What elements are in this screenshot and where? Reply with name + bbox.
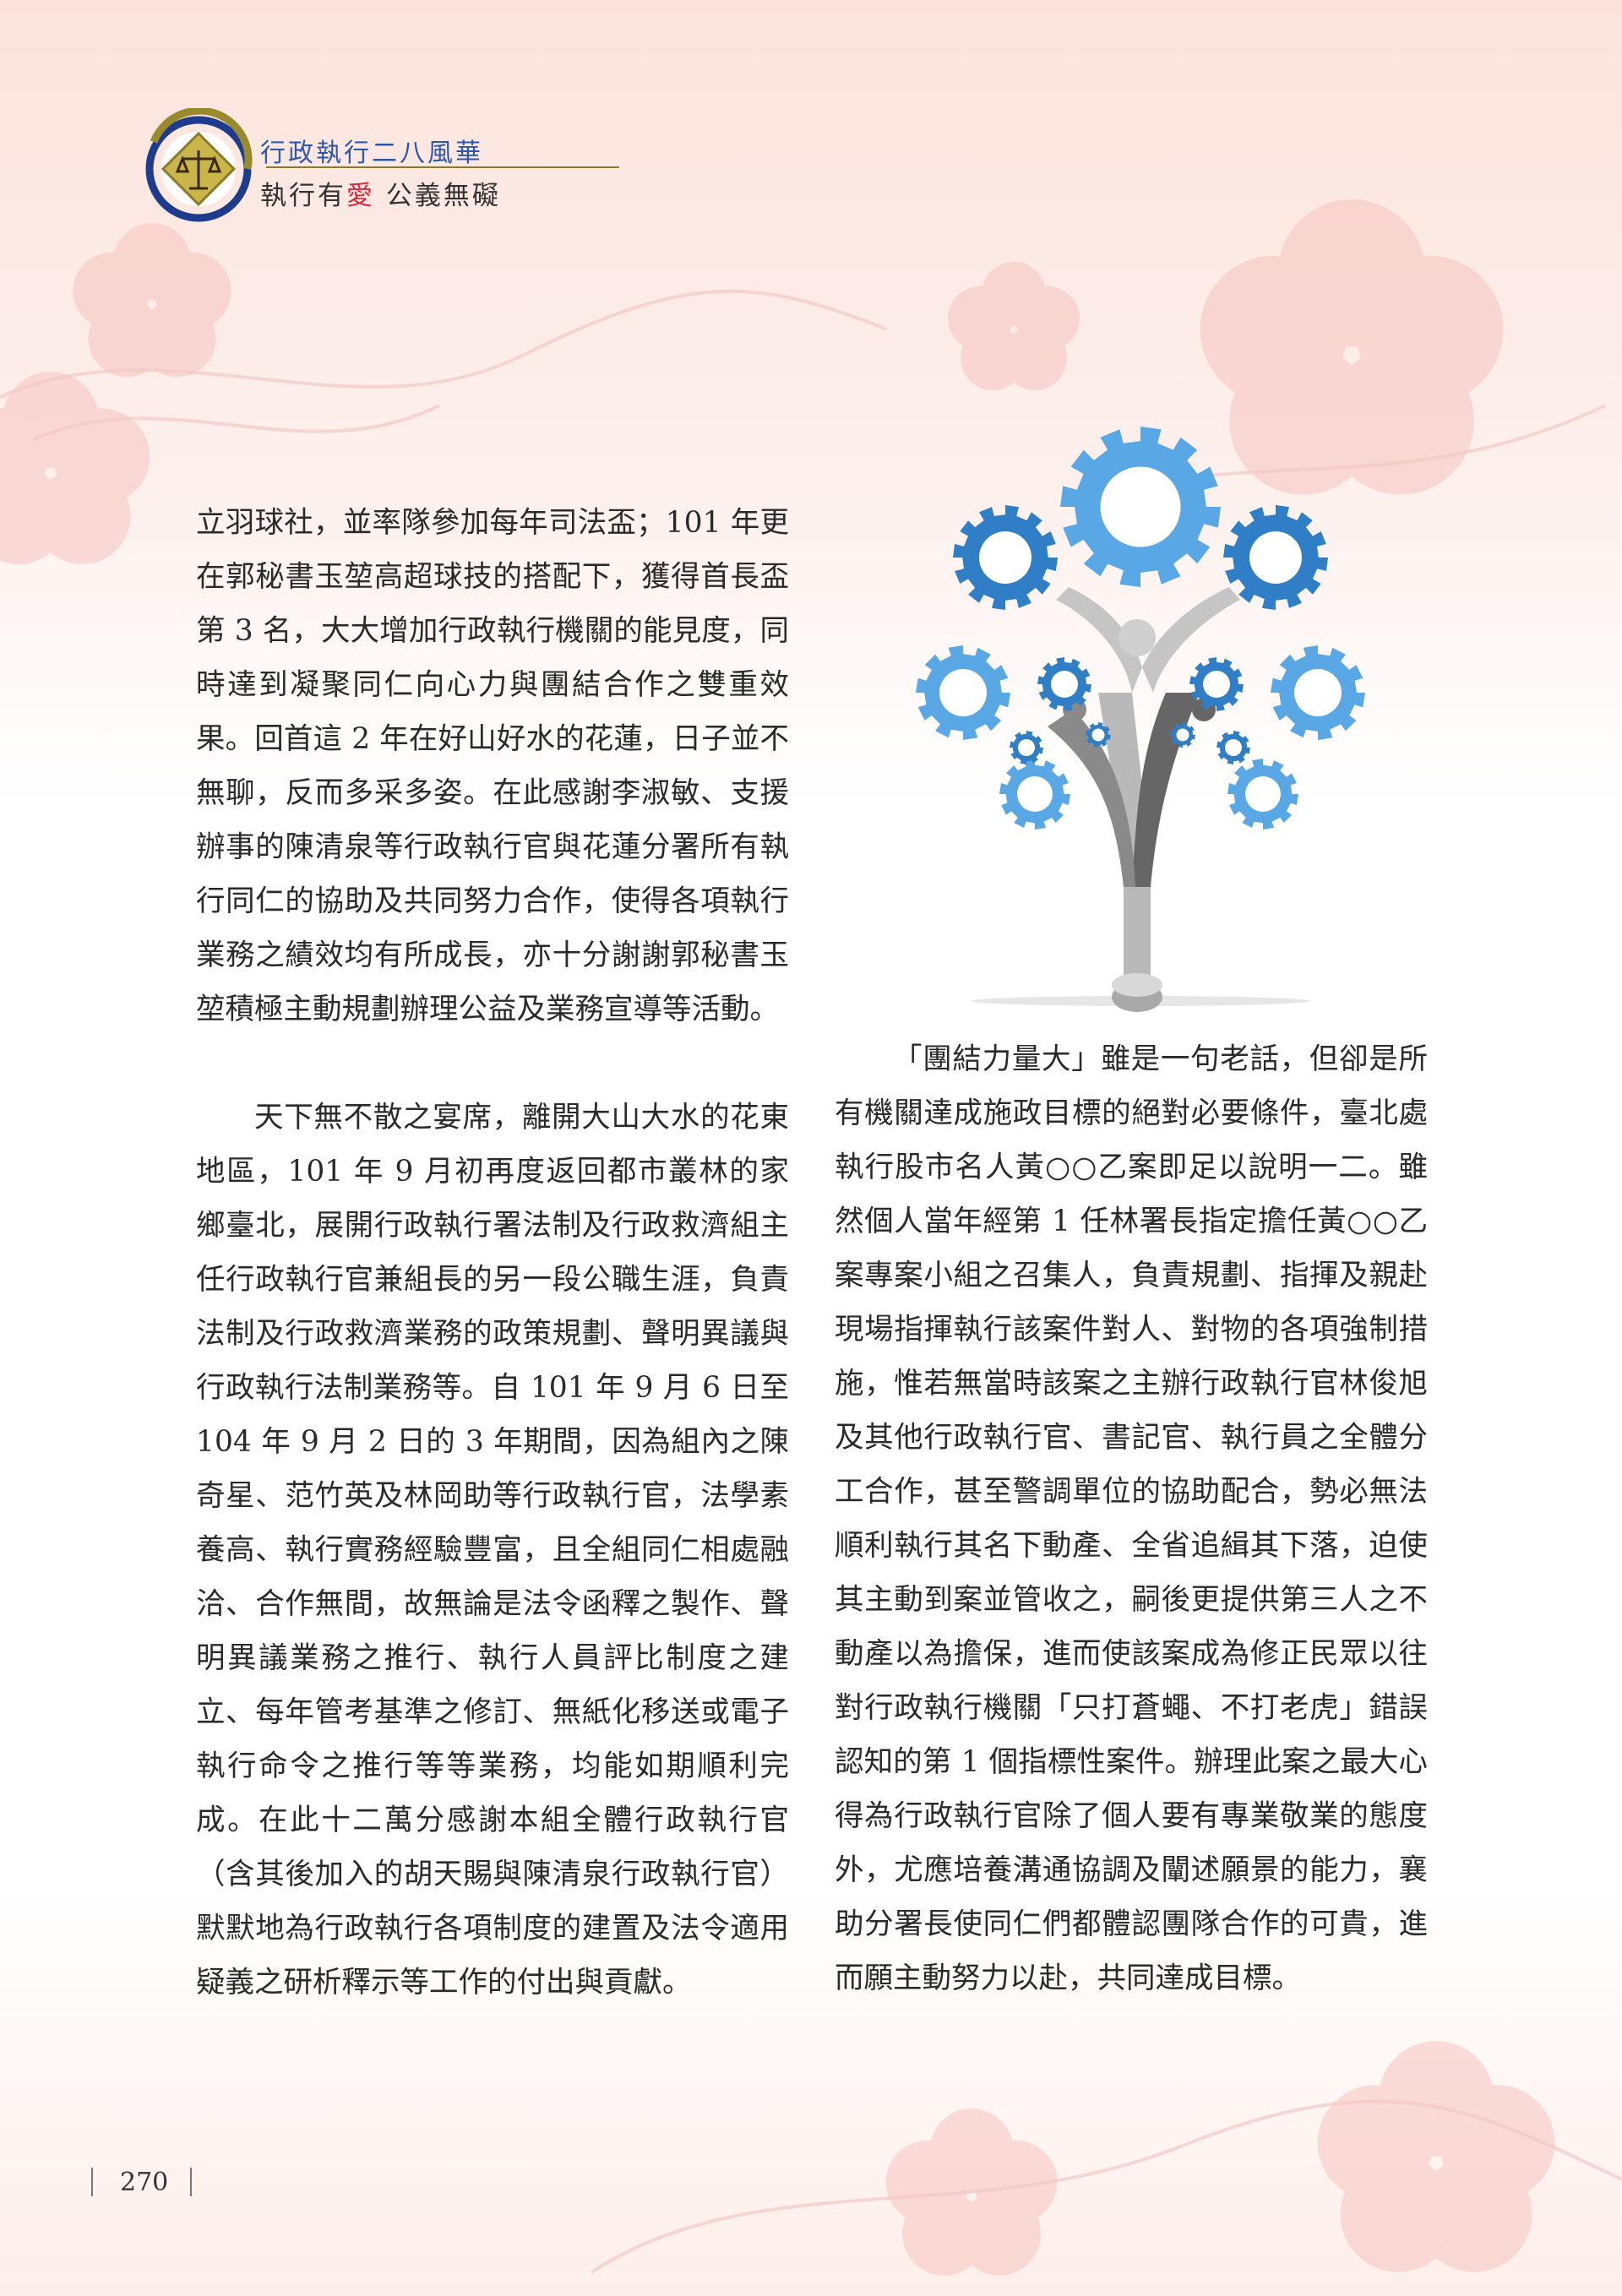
slogan: 執行有愛 公義無礙 [260,174,501,212]
gear-hole [1051,671,1078,698]
page-number: 270 [120,2167,169,2197]
gear-hole [1225,739,1242,756]
gear-hole [939,669,987,716]
gear-hole [1294,669,1342,716]
gear-hole [1017,776,1053,812]
scales-of-justice-logo [145,108,253,222]
right-column: 「團結力量大」雖是一句老話，但卻是所有機關達成施政目標的絕對必要條件，臺北處執行… [835,1032,1428,2005]
left-paragraph-2: 天下無不散之宴席，離開大山大水的花東地區，101 年 9 月初再度返回都市叢林的… [196,1101,789,1999]
slogan-part-2: 公義無礙 [385,181,501,211]
footer-bar-right [190,2168,193,2196]
right-paragraph-1: 「團結力量大」雖是一句老話，但卻是所有機關達成施政目標的絕對必要條件，臺北處執行… [835,1042,1428,1995]
page-footer: 270 [91,2166,193,2197]
gear-hole [1176,728,1189,742]
slogan-part-1: 執行有 [260,181,346,211]
gear-hole [1249,531,1302,584]
gear-hole [1245,776,1281,812]
paragraph-gap [196,1036,789,1091]
left-paragraph-1: 立羽球社，並率隊參加每年司法盃；101 年更在郭秘書玉堃高超球技的搭配下，獲得首… [196,506,789,1026]
header-divider [266,166,619,168]
footer-bar-left [91,2168,93,2196]
gear-hole [1100,466,1181,547]
series-title: 行政執行二八風華 [260,139,483,168]
gear-hole [1018,739,1035,756]
gear-hole [979,531,1031,584]
gear-tree-illustration [916,427,1365,1012]
gear-hole [1203,671,1230,698]
left-column: 立羽球社，並率隊參加每年司法盃；101 年更在郭秘書玉堃高超球技的搭配下，獲得首… [196,496,789,2010]
slogan-love: 愛 [346,181,375,211]
gear-hole [1091,728,1105,742]
